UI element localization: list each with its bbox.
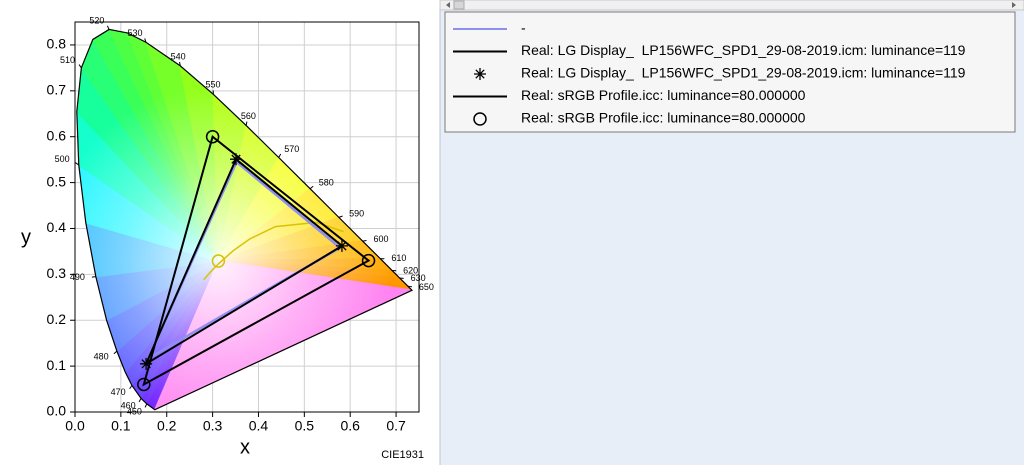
circle-marker bbox=[137, 377, 151, 392]
wavelength-label: 560 bbox=[241, 111, 256, 121]
wavelength-tick bbox=[179, 61, 181, 67]
legend-label: Real: LG Display_ LP156WFC_SPD1_29-08-20… bbox=[521, 42, 966, 58]
wavelength-label: 590 bbox=[349, 209, 364, 219]
star-marker bbox=[335, 239, 348, 252]
wavelength-label: 650 bbox=[419, 282, 434, 292]
x-tick-label: 0.2 bbox=[157, 418, 177, 434]
y-axis-title: y bbox=[21, 226, 31, 248]
legend-label: Real: LG Display_ LP156WFC_SPD1_29-08-20… bbox=[521, 65, 966, 81]
x-tick-label: 0.3 bbox=[203, 418, 223, 434]
wavelength-tick bbox=[106, 25, 110, 30]
wavelength-label: 540 bbox=[171, 51, 186, 61]
y-tick-label: 0.6 bbox=[47, 127, 67, 143]
circle-marker bbox=[361, 253, 376, 268]
wavelength-tick bbox=[407, 285, 413, 288]
legend-label: Real: sRGB Profile.icc: luminance=80.000… bbox=[521, 87, 806, 103]
legend-label: Real: sRGB Profile.icc: luminance=80.000… bbox=[521, 110, 806, 126]
x-tick-label: 0.7 bbox=[386, 418, 406, 434]
y-tick-label: 0.8 bbox=[47, 36, 67, 52]
wavelength-label: 510 bbox=[60, 55, 75, 65]
series-line bbox=[143, 157, 344, 367]
wavelength-tick bbox=[91, 276, 96, 278]
wavelength-label: 570 bbox=[284, 144, 299, 154]
x-tick-label: 0.1 bbox=[111, 418, 131, 434]
circle-marker bbox=[205, 129, 220, 144]
wavelength-tick bbox=[75, 162, 80, 166]
x-tick-label: 0.5 bbox=[295, 418, 315, 434]
scroll-left[interactable] bbox=[446, 2, 450, 8]
plot-frame bbox=[74, 21, 420, 413]
white-point bbox=[211, 254, 226, 268]
wavelength-label: 550 bbox=[205, 80, 220, 90]
x-tick-label: 0.4 bbox=[249, 418, 269, 434]
y-tick-label: 0.0 bbox=[47, 403, 67, 419]
wavelength-label: 600 bbox=[373, 234, 388, 244]
scroll-right[interactable] bbox=[1012, 2, 1016, 8]
wavelength-tick bbox=[338, 215, 343, 218]
x-axis-title: x bbox=[240, 436, 250, 458]
legend-box bbox=[444, 11, 1016, 133]
star-marker bbox=[140, 357, 153, 370]
x-tick-label: 0.0 bbox=[65, 418, 85, 434]
spectral-locus bbox=[76, 28, 414, 411]
legend-swatch bbox=[474, 68, 486, 80]
wavelength-label: 530 bbox=[127, 28, 142, 38]
wavelength-label: 610 bbox=[391, 253, 406, 263]
wavelength-tick bbox=[113, 350, 118, 355]
wavelength-label: 500 bbox=[55, 154, 70, 164]
series-line bbox=[142, 134, 371, 387]
wavelength-label: 620 bbox=[403, 265, 418, 275]
y-tick-label: 0.1 bbox=[47, 357, 67, 373]
wavelength-tick bbox=[144, 38, 147, 43]
y-tick-label: 0.7 bbox=[47, 82, 67, 98]
legend-label: - bbox=[521, 20, 526, 36]
wavelength-tick bbox=[138, 398, 142, 403]
wavelength-tick bbox=[129, 385, 133, 390]
scroll-thumb[interactable] bbox=[453, 0, 465, 10]
wavelength-tick bbox=[278, 153, 282, 158]
wavelength-tick bbox=[144, 403, 148, 408]
y-tick-label: 0.4 bbox=[47, 219, 67, 235]
wavelength-label: 480 bbox=[94, 351, 109, 361]
wavelength-label: 450 bbox=[127, 406, 142, 416]
wavelength-label: 520 bbox=[89, 16, 104, 26]
wavelength-tick bbox=[245, 121, 248, 126]
x-tick-label: 0.6 bbox=[340, 418, 360, 434]
y-tick-label: 0.2 bbox=[47, 311, 67, 327]
wavelength-label: 460 bbox=[121, 401, 136, 411]
star-marker bbox=[229, 153, 242, 166]
footer: CIE1931 bbox=[381, 449, 424, 461]
wavelength-label: 490 bbox=[70, 272, 85, 282]
wavelength-tick bbox=[362, 240, 367, 242]
wavelength-tick bbox=[309, 185, 314, 190]
wavelength-label: 630 bbox=[411, 273, 426, 283]
wavelength-label: 580 bbox=[319, 178, 334, 188]
wavelength-tick bbox=[78, 64, 82, 69]
y-tick-label: 0.5 bbox=[47, 173, 67, 189]
y-tick-label: 0.3 bbox=[47, 265, 67, 281]
scrollbar[interactable] bbox=[439, 0, 1024, 11]
legend-swatch bbox=[473, 112, 487, 126]
wavelength-label: 470 bbox=[111, 387, 126, 397]
